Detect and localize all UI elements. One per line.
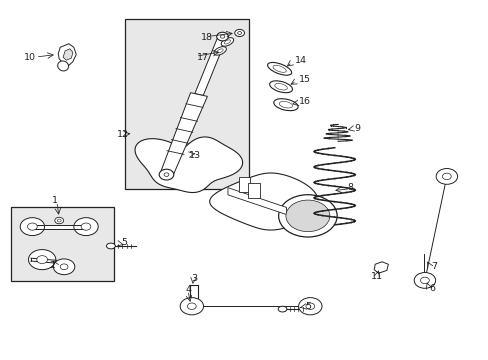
Ellipse shape — [217, 49, 223, 53]
Polygon shape — [58, 44, 76, 65]
Ellipse shape — [272, 65, 285, 72]
Ellipse shape — [60, 264, 68, 270]
Text: 12: 12 — [117, 130, 128, 139]
Text: 10: 10 — [24, 53, 36, 62]
Text: 1: 1 — [52, 196, 58, 205]
Ellipse shape — [278, 195, 336, 237]
Text: 14: 14 — [294, 57, 306, 66]
Text: 7: 7 — [430, 262, 436, 271]
Ellipse shape — [220, 35, 224, 38]
Polygon shape — [160, 93, 207, 176]
Ellipse shape — [213, 47, 226, 55]
Text: 3: 3 — [190, 274, 197, 283]
Ellipse shape — [57, 219, 61, 222]
Polygon shape — [209, 173, 318, 230]
Ellipse shape — [221, 38, 233, 46]
Text: 9: 9 — [353, 123, 360, 132]
Text: 13: 13 — [188, 151, 200, 160]
Text: 15: 15 — [299, 75, 310, 84]
Polygon shape — [63, 49, 73, 60]
Text: 4: 4 — [184, 284, 191, 293]
Ellipse shape — [159, 169, 173, 180]
Text: 11: 11 — [370, 271, 383, 280]
Ellipse shape — [37, 256, 47, 264]
Ellipse shape — [234, 30, 244, 37]
Text: 5: 5 — [122, 238, 127, 247]
Ellipse shape — [20, 218, 44, 235]
Ellipse shape — [27, 223, 37, 230]
Ellipse shape — [420, 277, 428, 284]
Text: 6: 6 — [429, 284, 435, 293]
Ellipse shape — [267, 62, 291, 75]
Text: 2: 2 — [49, 261, 55, 270]
Text: 5: 5 — [305, 302, 311, 311]
Ellipse shape — [278, 306, 286, 312]
Ellipse shape — [180, 298, 203, 315]
Ellipse shape — [269, 81, 292, 93]
Ellipse shape — [442, 173, 450, 180]
Ellipse shape — [74, 218, 98, 235]
Ellipse shape — [55, 217, 63, 224]
Polygon shape — [373, 262, 387, 273]
Ellipse shape — [216, 32, 228, 41]
Polygon shape — [238, 177, 250, 192]
Ellipse shape — [279, 102, 292, 108]
Ellipse shape — [273, 99, 298, 111]
Ellipse shape — [298, 298, 322, 315]
Ellipse shape — [53, 259, 75, 275]
Ellipse shape — [106, 243, 115, 249]
Ellipse shape — [305, 303, 314, 310]
Text: 17: 17 — [196, 53, 208, 62]
Text: 8: 8 — [346, 183, 352, 192]
Polygon shape — [194, 36, 226, 95]
Bar — [125, 19, 249, 189]
Ellipse shape — [274, 84, 287, 90]
Text: 16: 16 — [299, 97, 310, 106]
Ellipse shape — [435, 168, 457, 184]
Text: 18: 18 — [200, 33, 212, 42]
Ellipse shape — [81, 223, 91, 230]
Ellipse shape — [28, 249, 56, 270]
Ellipse shape — [413, 273, 435, 288]
Ellipse shape — [224, 40, 230, 44]
Polygon shape — [248, 183, 260, 198]
Ellipse shape — [163, 173, 168, 176]
Ellipse shape — [58, 61, 68, 71]
Ellipse shape — [285, 200, 329, 231]
Bar — [11, 207, 114, 281]
Polygon shape — [135, 137, 242, 193]
Ellipse shape — [237, 32, 241, 35]
Ellipse shape — [187, 303, 196, 310]
